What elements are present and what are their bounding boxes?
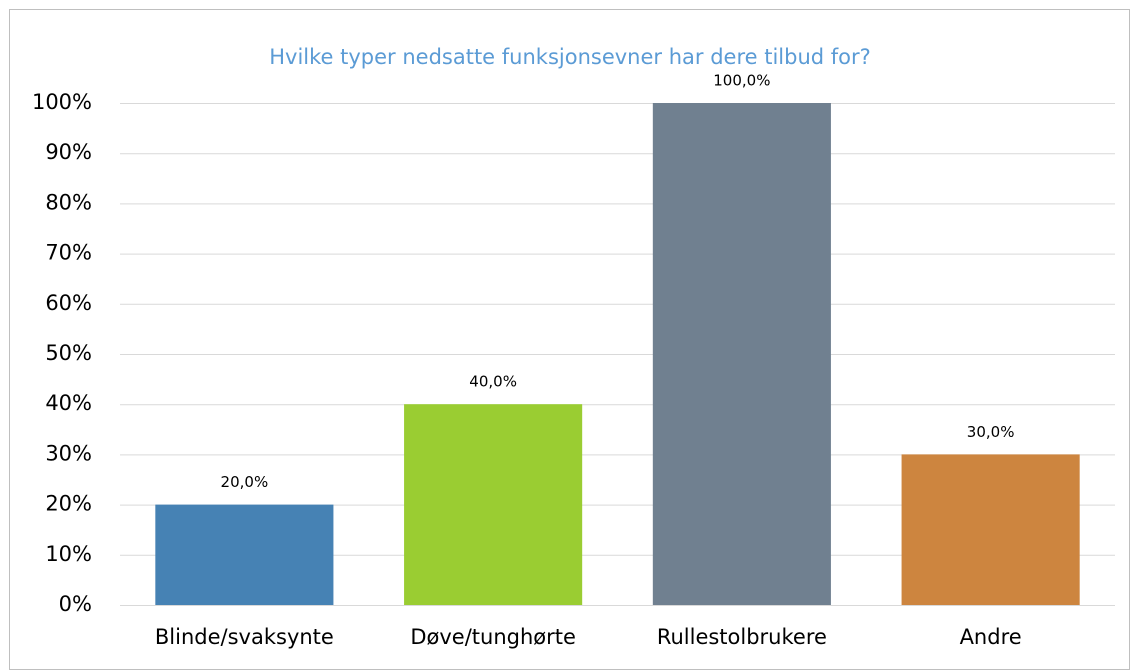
x-tick-label: Blinde/svaksynte — [155, 625, 334, 649]
data-label: 20,0% — [221, 473, 269, 491]
y-tick-label: 80% — [45, 190, 92, 214]
y-tick-label: 20% — [45, 492, 92, 516]
data-label: 40,0% — [469, 373, 517, 391]
x-tick-label: Døve/tunghørte — [410, 625, 576, 649]
bar — [652, 103, 831, 605]
data-label: 30,0% — [967, 423, 1015, 441]
y-tick-label: 60% — [45, 291, 92, 315]
y-tick-label: 90% — [45, 140, 92, 164]
bar — [155, 504, 334, 605]
y-tick-label: 100% — [32, 90, 92, 114]
bar — [901, 454, 1080, 605]
y-tick-label: 40% — [45, 391, 92, 415]
bar — [404, 404, 583, 605]
x-tick-label: Andre — [960, 625, 1022, 649]
y-tick-label: 50% — [45, 341, 92, 365]
y-tick-label: 30% — [45, 441, 92, 465]
y-tick-label: 10% — [45, 542, 92, 566]
y-tick-label: 70% — [45, 241, 92, 265]
x-tick-label: Rullestolbrukere — [657, 625, 827, 649]
chart-title: Hvilke typer nedsatte funksjonsevner har… — [269, 45, 871, 69]
y-tick-label: 0% — [59, 592, 92, 616]
data-label: 100,0% — [713, 72, 770, 90]
